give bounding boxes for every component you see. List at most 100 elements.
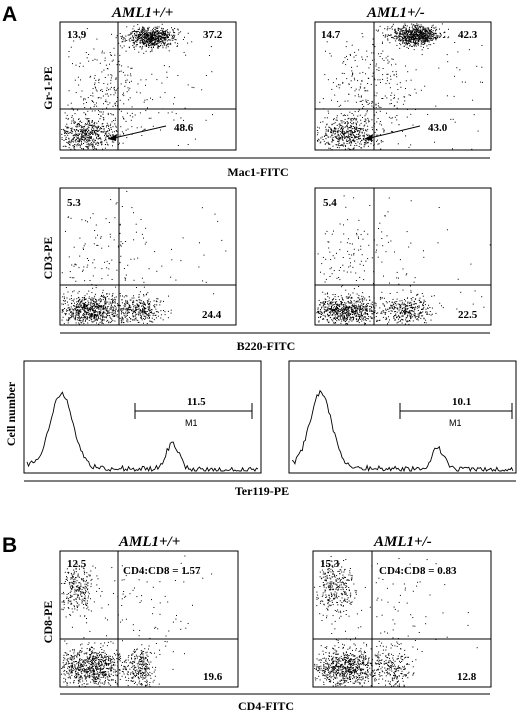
event-dot xyxy=(88,317,90,318)
event-dot xyxy=(169,43,171,45)
event-dot xyxy=(86,133,88,134)
event-dot xyxy=(212,114,213,116)
event-dot xyxy=(357,136,359,138)
event-dot xyxy=(321,306,323,308)
event-dot xyxy=(345,317,347,319)
event-dot xyxy=(157,41,159,43)
event-dot xyxy=(366,110,368,112)
event-dot xyxy=(92,314,94,316)
event-dot xyxy=(79,129,81,131)
event-dot xyxy=(362,99,364,101)
event-dot xyxy=(62,309,64,311)
event-dot xyxy=(83,306,85,308)
event-dot xyxy=(122,308,124,310)
event-dot xyxy=(371,52,373,54)
event-dot xyxy=(158,35,160,37)
event-dot xyxy=(148,268,150,270)
event-dot xyxy=(129,81,130,83)
event-dot xyxy=(363,135,365,137)
event-dot xyxy=(146,44,148,46)
event-dot xyxy=(70,311,72,312)
event-dot xyxy=(133,31,135,32)
event-dot xyxy=(80,308,82,310)
event-dot xyxy=(427,27,429,29)
event-dot xyxy=(347,308,349,310)
event-dot xyxy=(143,29,145,31)
event-dot xyxy=(160,300,162,302)
event-dot xyxy=(339,123,341,125)
event-dot xyxy=(393,97,395,99)
event-dot xyxy=(78,144,80,146)
event-dot xyxy=(87,303,89,305)
event-dot xyxy=(98,120,99,122)
event-dot xyxy=(82,139,84,140)
event-dot xyxy=(64,300,66,302)
event-dot xyxy=(157,34,159,36)
event-dot xyxy=(77,130,79,132)
event-dot xyxy=(94,295,96,297)
event-dot xyxy=(140,302,142,304)
event-dot xyxy=(416,33,418,34)
event-dot xyxy=(142,36,144,38)
event-dot xyxy=(356,129,358,131)
event-dot xyxy=(359,309,360,311)
event-dot xyxy=(108,137,109,139)
event-dot xyxy=(151,311,152,313)
event-dot xyxy=(113,310,115,312)
event-dot xyxy=(366,308,368,310)
event-dot xyxy=(425,311,426,313)
event-dot xyxy=(127,321,129,323)
event-dot xyxy=(336,305,338,306)
event-dot xyxy=(345,136,347,138)
event-dot xyxy=(67,310,69,311)
event-dot xyxy=(423,28,425,30)
event-dot xyxy=(145,227,147,229)
event-dot xyxy=(143,37,145,38)
event-dot xyxy=(351,312,353,314)
event-dot xyxy=(101,300,102,302)
event-dot xyxy=(349,127,351,129)
event-dot xyxy=(399,82,401,84)
event-dot xyxy=(355,128,357,130)
event-dot xyxy=(177,29,179,31)
event-dot xyxy=(173,34,174,36)
event-dot xyxy=(142,314,144,316)
event-dot xyxy=(85,311,87,313)
event-dot xyxy=(370,303,372,305)
event-dot xyxy=(157,27,159,29)
event-dot xyxy=(418,307,420,309)
event-dot xyxy=(385,83,387,85)
event-dot xyxy=(82,247,84,249)
event-dot xyxy=(81,302,83,304)
event-dot xyxy=(133,319,135,321)
event-dot xyxy=(125,300,127,302)
event-dot xyxy=(144,45,146,47)
event-dot xyxy=(354,136,355,138)
event-dot xyxy=(107,135,109,137)
event-dot xyxy=(421,36,422,38)
event-dot xyxy=(87,126,89,128)
event-dot xyxy=(76,314,78,316)
event-dot xyxy=(79,318,81,320)
event-dot xyxy=(205,119,207,121)
event-dot xyxy=(102,312,104,314)
event-dot xyxy=(79,304,81,306)
event-dot xyxy=(166,76,168,78)
event-dot xyxy=(100,97,102,99)
event-dot xyxy=(440,36,442,38)
event-dot xyxy=(338,142,340,144)
event-dot xyxy=(167,35,169,37)
event-dot xyxy=(98,303,100,305)
event-dot xyxy=(359,310,361,312)
event-dot xyxy=(138,321,140,323)
event-dot xyxy=(88,298,90,299)
event-dot xyxy=(410,30,412,32)
event-dot xyxy=(356,310,358,312)
event-dot xyxy=(101,313,103,314)
event-dot xyxy=(123,117,124,119)
event-dot xyxy=(150,40,152,42)
event-dot xyxy=(157,46,159,48)
event-dot xyxy=(166,45,167,47)
event-dot xyxy=(347,58,349,60)
event-dot xyxy=(123,37,124,39)
